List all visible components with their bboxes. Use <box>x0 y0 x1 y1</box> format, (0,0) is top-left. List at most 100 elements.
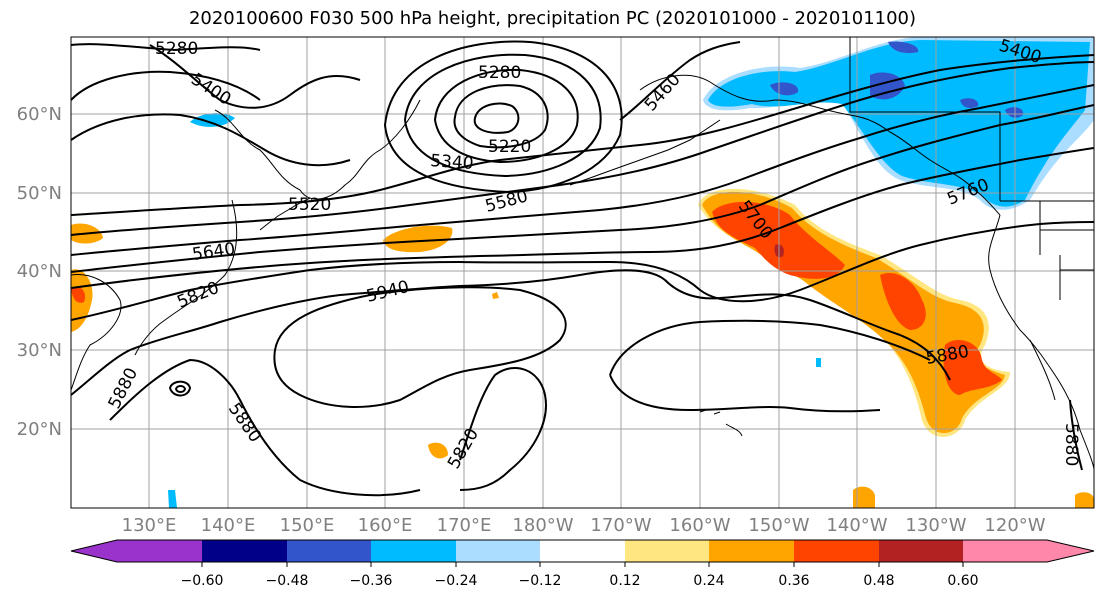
contour-5460-low <box>383 40 623 194</box>
lon-label: 150°W <box>748 515 809 536</box>
precip-positive-shading <box>71 188 1094 508</box>
coastline-korea-china <box>71 273 122 391</box>
colorbar-tick-label: −0.60 <box>181 573 224 589</box>
contour-5400-west-arc <box>71 113 351 167</box>
longitude-labels: 130°E 140°E 150°E 160°E 170°E 180°W 170°… <box>122 515 1046 536</box>
colorbar-segment <box>202 540 287 562</box>
lat-label: 60°N <box>17 104 62 125</box>
colorbar-tick-label: 0.60 <box>947 573 978 589</box>
coastline-north-america-west <box>988 214 1094 471</box>
lon-label: 170°W <box>590 515 651 536</box>
border-alaska-canada <box>849 37 1001 201</box>
lat-label: 20°N <box>17 419 62 440</box>
colorbar-tick-label: −0.24 <box>435 573 478 589</box>
map-title: 2020100600 F030 500 hPa height, precipit… <box>188 8 917 29</box>
lon-label: 120°W <box>984 515 1045 536</box>
contour-5880-far-east <box>1069 399 1083 471</box>
contour-5880 <box>71 269 951 396</box>
graticule <box>71 37 1094 508</box>
colorbar-segment <box>879 540 963 562</box>
contour-label: 5520 <box>288 195 331 215</box>
precip-ne-pacific-red3 <box>880 272 926 330</box>
colorbar-segment <box>456 540 540 562</box>
contour-5880-east-lower <box>609 374 881 413</box>
contour-label: 5280 <box>155 39 198 59</box>
colorbar-segment <box>625 540 709 562</box>
coastline-kamchatka-siberia <box>214 99 421 200</box>
precip-small-orange2 <box>853 486 875 508</box>
lon-label: 170°E <box>437 515 492 536</box>
precip-alaska-blue2 <box>888 41 919 54</box>
contour-5880-east <box>609 319 931 376</box>
lon-label: 150°E <box>280 515 335 536</box>
colorbar-segment <box>117 540 202 562</box>
colorbar-ticks <box>201 562 964 567</box>
colorbar-segment <box>287 540 371 562</box>
coastline-baja-california <box>1029 339 1056 401</box>
precip-alaska-blue4 <box>1005 107 1024 118</box>
contour-5280-west-arc <box>71 70 261 101</box>
contour-5280-north <box>71 43 261 52</box>
lon-label: 160°W <box>669 515 730 536</box>
colorbar-outline <box>70 539 1095 563</box>
colorbar-segment <box>540 540 625 562</box>
lon-label: 180°W <box>512 515 573 536</box>
colorbar-segment-extend-low <box>71 540 117 562</box>
contour-label: 5280 <box>478 63 521 83</box>
map-frame <box>70 36 1095 509</box>
height-contours <box>71 40 1094 497</box>
lon-label: 160°E <box>358 515 413 536</box>
lat-label: 50°N <box>17 183 62 204</box>
colorbar-segment <box>963 540 1047 562</box>
lon-label: 130°E <box>122 515 177 536</box>
contour-label: 5880 <box>1061 423 1081 466</box>
contour-5880-typhoon <box>168 380 192 397</box>
contour-5940 <box>273 286 567 408</box>
lat-label: 40°N <box>17 261 62 282</box>
contour-5220-low <box>473 102 520 134</box>
coastline-aleutian-islands <box>569 119 721 186</box>
contour-5280-low <box>453 84 549 149</box>
colorbar-segment <box>794 540 879 562</box>
lon-label: 140°E <box>201 515 256 536</box>
contour-5640 <box>71 84 1094 256</box>
coastline-alaska <box>639 74 1001 216</box>
colorbar-segment <box>371 540 456 562</box>
lon-label: 130°W <box>905 515 966 536</box>
lon-label: 140°W <box>826 515 887 536</box>
contour-5400-north <box>149 44 361 109</box>
colorbar-tick-label: 0.36 <box>778 573 809 589</box>
precip-spot-blue <box>816 358 821 367</box>
lat-label: 30°N <box>17 340 62 361</box>
contour-5880-south <box>109 358 421 497</box>
precip-small-orange3 <box>1075 492 1094 508</box>
colorbar-tick-label: −0.12 <box>519 573 562 589</box>
precip-alaska-blue3 <box>770 82 799 96</box>
precip-alaska-blue5 <box>960 98 979 108</box>
colorbar-segment <box>709 540 794 562</box>
precip-japan-red <box>71 286 86 303</box>
colorbar-tick-label: 0.12 <box>609 573 640 589</box>
precip-small-orange4 <box>492 292 499 299</box>
colorbar-tick-label: −0.48 <box>266 573 309 589</box>
coastlines <box>71 37 1094 471</box>
contour-5340-low <box>433 68 579 164</box>
colorbar-tick-label: 0.24 <box>693 573 724 589</box>
contour-label: 5340 <box>430 151 475 174</box>
colorbar-segment-extend-high <box>1047 540 1094 562</box>
colorbar-tick-label: −0.36 <box>350 573 393 589</box>
contour-5400-low <box>403 53 602 178</box>
precip-nw-pacific-orange <box>383 225 453 253</box>
contour-5460-alaska <box>619 41 741 121</box>
border-us-states <box>1039 201 1094 300</box>
contour-labels: 5280 5400 5280 5220 5340 5400 5460 5520 … <box>105 36 1081 473</box>
contour-label: 5220 <box>488 137 531 157</box>
contour-5760 <box>71 147 1094 289</box>
contour-5820 <box>71 221 1094 321</box>
precip-sea-blue <box>168 490 177 508</box>
latitude-labels: 60°N 50°N 40°N 30°N 20°N <box>17 104 62 440</box>
contour-5700 <box>71 104 1094 273</box>
contour-5880-typhoon-inner <box>174 385 187 393</box>
contour-5820-south <box>459 366 547 491</box>
